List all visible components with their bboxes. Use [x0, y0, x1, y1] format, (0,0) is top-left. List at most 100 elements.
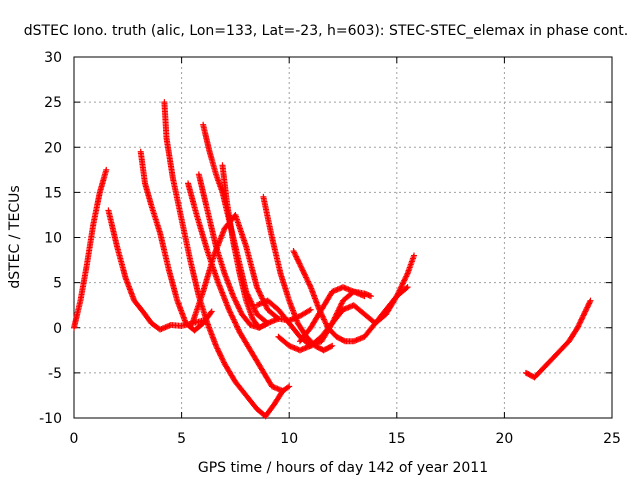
- data-point: [213, 344, 220, 351]
- data-point: [295, 257, 302, 264]
- data-point: [291, 250, 298, 257]
- data-point: [299, 266, 306, 273]
- data-point: [367, 293, 374, 300]
- x-axis-label: GPS time / hours of day 142 of year 2011: [198, 460, 488, 476]
- data-point: [307, 282, 314, 289]
- data-point: [301, 271, 308, 278]
- data-point: [291, 249, 298, 256]
- axis-ticks: 0 5 10 15 20 25 -10 -5 0 5 10 15 20 25 30: [39, 50, 621, 447]
- y-tick-label: 20: [44, 140, 62, 156]
- data-point: [411, 252, 418, 259]
- data-point: [305, 279, 312, 286]
- data-point: [217, 352, 224, 359]
- data-point: [579, 313, 586, 320]
- x-tick-label: 25: [603, 431, 621, 447]
- data-point: [575, 323, 582, 330]
- data-point: [232, 298, 239, 305]
- data-point: [230, 293, 237, 300]
- x-tick-label: 5: [177, 431, 186, 447]
- data-point: [576, 320, 583, 327]
- data-point: [230, 294, 237, 301]
- data-point: [213, 342, 220, 349]
- y-tick-label: 5: [53, 276, 62, 292]
- data-point: [577, 317, 584, 324]
- data-point: [236, 305, 243, 312]
- data-point: [584, 303, 591, 310]
- data-point: [236, 307, 243, 314]
- data-point: [217, 351, 224, 358]
- data-series-16: [522, 297, 594, 381]
- data-point: [231, 295, 238, 302]
- data-point: [586, 300, 593, 307]
- data-point: [584, 304, 591, 311]
- data-point: [307, 306, 314, 313]
- data-point: [322, 320, 329, 327]
- y-axis-label: dSTEC / TECUs: [7, 185, 23, 288]
- data-point: [583, 305, 590, 312]
- x-tick-label: 0: [70, 431, 79, 447]
- data-point: [103, 166, 110, 173]
- data-point: [301, 270, 308, 277]
- data-point: [237, 308, 244, 315]
- data-point: [234, 302, 241, 309]
- data-point: [235, 304, 242, 311]
- data-series-9: [219, 162, 271, 331]
- data-series-11: [260, 193, 336, 354]
- data-point: [296, 260, 303, 267]
- data-point: [579, 315, 586, 322]
- data-point: [319, 313, 326, 320]
- data-point: [582, 308, 589, 315]
- data-point: [302, 273, 309, 280]
- data-point: [208, 308, 215, 315]
- data-point: [304, 277, 311, 284]
- y-tick-label: 30: [44, 50, 62, 66]
- data-series-4: [161, 99, 269, 420]
- data-point: [328, 343, 335, 350]
- data-point: [234, 301, 241, 308]
- data-point: [340, 337, 347, 344]
- data-point: [298, 264, 305, 271]
- data-point: [218, 355, 225, 362]
- data-point: [305, 278, 312, 285]
- data-point: [586, 299, 593, 306]
- data-point: [207, 309, 214, 316]
- data-point: [574, 324, 581, 331]
- data-point: [306, 307, 313, 314]
- data-point: [232, 297, 239, 304]
- data-point: [300, 268, 307, 275]
- data-point: [404, 284, 411, 291]
- data-series-15: [296, 284, 368, 345]
- data-point: [284, 384, 291, 391]
- x-tick-label: 15: [388, 431, 406, 447]
- data-point: [585, 301, 592, 308]
- data-series-10: [189, 211, 314, 327]
- data-point: [575, 322, 582, 329]
- data-point: [581, 309, 588, 316]
- data-point: [216, 349, 223, 356]
- y-tick-label: 15: [44, 185, 62, 201]
- data-point: [580, 312, 587, 319]
- data-point: [306, 281, 313, 288]
- data-point: [578, 316, 585, 323]
- data-point: [279, 387, 286, 394]
- data-point: [577, 319, 584, 326]
- data-point: [274, 314, 281, 321]
- x-tick-label: 20: [495, 431, 513, 447]
- data-point: [587, 297, 594, 304]
- data-point: [214, 345, 221, 352]
- y-tick-label: 10: [44, 231, 62, 247]
- data-point: [322, 319, 329, 326]
- data-point: [361, 293, 368, 300]
- data-point: [215, 348, 222, 355]
- data-point: [290, 248, 297, 255]
- data-point: [263, 320, 270, 327]
- data-series-14: [275, 284, 411, 354]
- data-point: [292, 252, 299, 259]
- data-point: [264, 320, 271, 327]
- data-point: [220, 358, 227, 365]
- data-point: [403, 285, 410, 292]
- data-point: [299, 267, 306, 274]
- x-tick-label: 10: [280, 431, 298, 447]
- data-point: [233, 300, 240, 307]
- data-points: [71, 99, 594, 420]
